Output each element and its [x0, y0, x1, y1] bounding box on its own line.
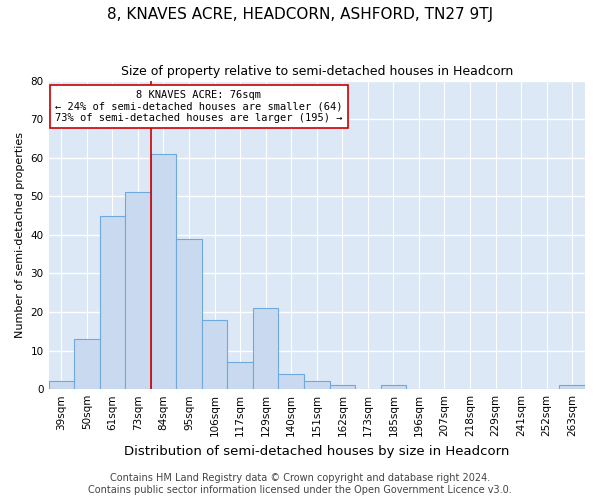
Bar [559, 386, 585, 389]
Text: 8 KNAVES ACRE: 76sqm
← 24% of semi-detached houses are smaller (64)
73% of semi-: 8 KNAVES ACRE: 76sqm ← 24% of semi-detac… [55, 90, 343, 123]
Bar [49, 382, 74, 389]
Bar [278, 374, 304, 389]
Bar [304, 382, 329, 389]
Title: Size of property relative to semi-detached houses in Headcorn: Size of property relative to semi-detach… [121, 65, 513, 78]
Bar [227, 362, 253, 389]
Bar [74, 339, 100, 389]
Bar [329, 386, 355, 389]
Bar [100, 216, 125, 389]
Bar [176, 238, 202, 389]
Text: 8, KNAVES ACRE, HEADCORN, ASHFORD, TN27 9TJ: 8, KNAVES ACRE, HEADCORN, ASHFORD, TN27 … [107, 8, 493, 22]
Bar [125, 192, 151, 389]
X-axis label: Distribution of semi-detached houses by size in Headcorn: Distribution of semi-detached houses by … [124, 444, 509, 458]
Bar [380, 386, 406, 389]
Text: Contains HM Land Registry data © Crown copyright and database right 2024.
Contai: Contains HM Land Registry data © Crown c… [88, 474, 512, 495]
Bar [202, 320, 227, 389]
Bar [151, 154, 176, 389]
Bar [253, 308, 278, 389]
Y-axis label: Number of semi-detached properties: Number of semi-detached properties [15, 132, 25, 338]
